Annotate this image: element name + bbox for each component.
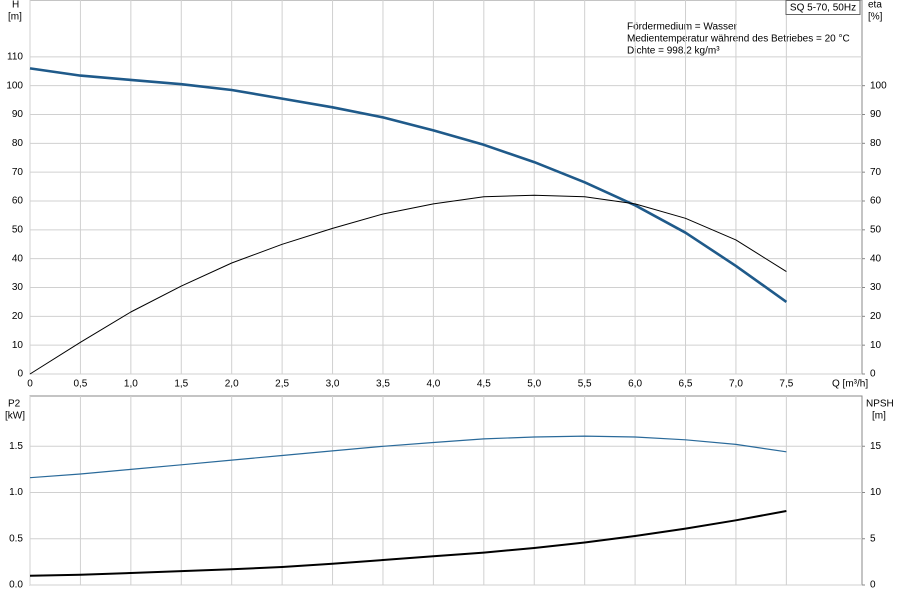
x-tick-label: 2,0 (225, 379, 239, 390)
y-tick-label: 60 (12, 196, 24, 207)
y-tick-label: 10 (12, 340, 24, 351)
y-tick-label: 70 (12, 167, 24, 178)
y2-tick-label: 70 (870, 167, 882, 178)
x-tick-label: 0,5 (73, 379, 87, 390)
y2-tick-label: 60 (870, 196, 882, 207)
x-tick-label: 4,5 (477, 379, 491, 390)
y-axis-label: P2 (8, 399, 21, 410)
y2-tick-label: 100 (870, 80, 887, 91)
x-tick-label: 3,0 (326, 379, 340, 390)
x-tick-label: 3,5 (376, 379, 390, 390)
y-tick-label: 80 (12, 138, 24, 149)
y2-tick-label: 10 (870, 340, 882, 351)
x-tick-label: 4,0 (426, 379, 440, 390)
annotation: Fördermedium = Wasser (627, 22, 738, 33)
y-tick-label: 110 (7, 51, 23, 62)
x-tick-label: 1,5 (174, 379, 188, 390)
x-axis-label: Q [m³/h] (832, 379, 868, 390)
y2-axis-label: [%] (868, 12, 883, 23)
x-tick-label: 6,5 (679, 379, 693, 390)
y2-axis-label: NPSH (866, 399, 894, 410)
y-tick-label: 100 (6, 80, 23, 91)
x-tick-label: 5,5 (578, 379, 592, 390)
y2-tick-label: 5 (870, 533, 876, 544)
y2-axis-label: eta (868, 0, 882, 11)
x-tick-label: 6,0 (628, 379, 642, 390)
y2-tick-label: 20 (870, 311, 882, 322)
x-tick-label: 7,5 (779, 379, 793, 390)
y2-tick-label: 90 (870, 109, 882, 120)
y-tick-label: 90 (12, 109, 24, 120)
x-tick-label: 0 (27, 379, 33, 390)
y-axis-label: [kW] (5, 411, 25, 422)
y-tick-label: 30 (12, 282, 24, 293)
y-tick-label: 0.0 (9, 580, 23, 591)
y-tick-label: 40 (12, 253, 24, 264)
y-tick-label: 1.0 (9, 487, 23, 498)
curve (29, 510, 787, 577)
y2-tick-label: 80 (870, 138, 882, 149)
x-tick-label: 7,0 (729, 379, 743, 390)
y-tick-label: 0 (17, 369, 23, 380)
y-tick-label: 50 (12, 224, 24, 235)
y-axis-label: [m] (8, 12, 22, 23)
curve (29, 194, 787, 375)
y2-tick-label: 30 (870, 282, 882, 293)
y2-axis-label: [m] (872, 411, 886, 422)
y2-tick-label: 0 (870, 580, 876, 591)
curve (29, 67, 788, 303)
annotation: Medientemperatur während des Betriebes =… (627, 34, 850, 45)
annotation: Dichte = 998.2 kg/m³ (627, 46, 720, 57)
y2-tick-label: 15 (870, 441, 882, 452)
y-tick-label: 20 (12, 311, 24, 322)
y-axis-label: H (12, 0, 19, 11)
chart-title: SQ 5-70, 50Hz (790, 3, 856, 14)
y2-tick-label: 10 (870, 487, 882, 498)
y2-tick-label: 40 (870, 253, 882, 264)
x-tick-label: 2,5 (275, 379, 289, 390)
y2-tick-label: 0 (870, 369, 876, 380)
plot-frame (29, 395, 863, 586)
x-tick-label: 1,0 (124, 379, 138, 390)
y2-tick-label: 50 (870, 224, 882, 235)
y-tick-label: 1.5 (9, 441, 23, 452)
x-tick-label: 5,0 (527, 379, 541, 390)
curve (29, 435, 787, 479)
y-tick-label: 0.5 (9, 533, 23, 544)
plot-frame (29, 0, 863, 375)
title-box (785, 0, 861, 15)
